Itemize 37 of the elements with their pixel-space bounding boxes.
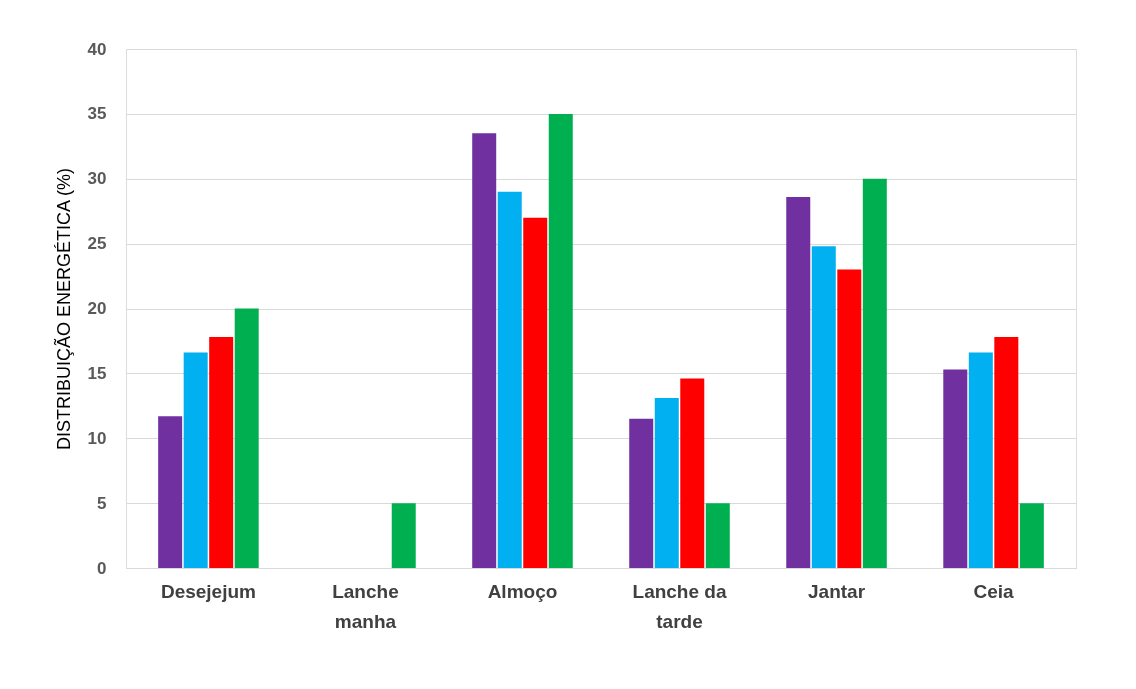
bar xyxy=(234,308,259,568)
bar xyxy=(994,337,1019,568)
x-tick-label: Jantar xyxy=(808,580,866,602)
bar xyxy=(629,418,654,568)
y-tick-label: 35 xyxy=(87,104,107,124)
bar xyxy=(654,398,679,568)
y-tick-label: 40 xyxy=(87,39,107,59)
bar xyxy=(548,113,573,568)
bar xyxy=(786,196,811,568)
x-tick-label: Lanche da tarde xyxy=(632,580,727,632)
bar xyxy=(680,378,705,568)
x-tick-label: Almoço xyxy=(487,580,558,602)
bar xyxy=(968,352,993,568)
bar xyxy=(391,503,416,568)
bar xyxy=(158,416,183,568)
bar xyxy=(1019,503,1044,568)
y-tick-label: 20 xyxy=(87,299,107,318)
x-tick-label: Desejejum xyxy=(160,580,256,602)
y-tick-label: 10 xyxy=(87,428,107,448)
bar xyxy=(497,191,522,568)
y-tick-label: 0 xyxy=(97,558,107,578)
x-tick-label: Ceia xyxy=(973,580,1015,602)
y-axis-title: DISTRIBUIÇÃO ENERGÉTICA (%) xyxy=(52,167,74,451)
bar xyxy=(943,369,968,568)
y-tick-label: 15 xyxy=(87,363,107,383)
bar xyxy=(705,503,730,568)
bar xyxy=(209,337,234,568)
bar xyxy=(811,246,836,568)
bar xyxy=(837,269,862,568)
y-tick-label: 30 xyxy=(87,169,107,189)
bar xyxy=(183,352,208,568)
y-tick-label: 5 xyxy=(97,493,107,513)
x-tick-label: Lanche manha xyxy=(332,580,399,632)
bar xyxy=(472,133,497,568)
bar xyxy=(862,178,887,568)
bar xyxy=(523,217,548,568)
y-tick-label: 25 xyxy=(87,234,107,254)
